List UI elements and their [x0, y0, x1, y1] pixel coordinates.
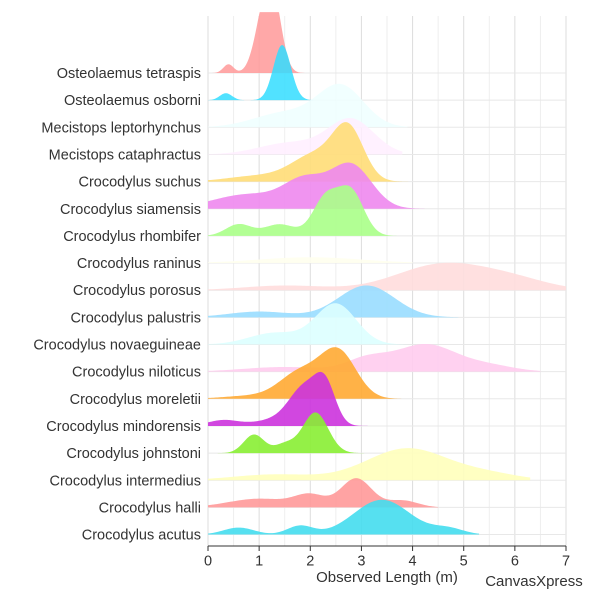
y-tick-label: Crocodylus palustris — [70, 310, 201, 326]
y-tick-label: Crocodylus suchus — [79, 175, 202, 191]
ridge-crocodylus-novaeguineae — [208, 303, 408, 345]
x-tick-label: 3 — [357, 554, 365, 570]
ridge-osteolaemus-osborni — [208, 45, 321, 101]
y-tick-label: Mecistops leptorhynchus — [41, 120, 201, 136]
watermark-text: CanvasXpress — [485, 573, 583, 590]
ridge-mecistops-leptorhynchus — [208, 83, 408, 128]
ridge-osteolaemus-tetraspis — [208, 12, 308, 74]
y-tick-label: Crocodylus mindorensis — [46, 419, 201, 435]
y-tick-label: Crocodylus intermedius — [49, 473, 201, 489]
y-tick-label: Osteolaemus osborni — [64, 93, 201, 109]
ridge-crocodylus-moreletii — [208, 347, 421, 399]
ridge-crocodylus-raninus — [208, 257, 413, 264]
y-tick-label: Crocodylus niloticus — [72, 365, 201, 381]
x-tick-label: 5 — [460, 554, 468, 570]
y-tick-label: Crocodylus johnstoni — [66, 446, 201, 462]
ridge-crocodylus-halli — [208, 478, 439, 508]
y-tick-label: Crocodylus rhombifer — [63, 229, 201, 245]
x-tick-label: 1 — [255, 554, 263, 570]
ridge-crocodylus-rhombifer — [208, 185, 413, 236]
ridge-crocodylus-suchus — [208, 122, 413, 182]
ridge-crocodylus-acutus — [208, 499, 480, 535]
y-tick-label: Crocodylus acutus — [82, 528, 201, 544]
x-tick-label: 0 — [204, 554, 212, 570]
ridge-crocodylus-porosus — [208, 262, 566, 291]
ridge-crocodylus-siamensis — [208, 162, 428, 209]
x-axis: 0 1 2 3 4 5 6 7 — [204, 545, 570, 570]
y-tick-label: Crocodylus moreletii — [70, 392, 201, 408]
y-tick-label: Osteolaemus tetraspis — [57, 66, 201, 82]
y-tick-label: Crocodylus halli — [99, 500, 201, 516]
x-tick-label: 4 — [409, 554, 417, 570]
y-tick-label: Crocodylus siamensis — [60, 202, 201, 218]
y-tick-label: Crocodylus porosus — [73, 283, 201, 299]
ridge-crocodylus-niloticus — [208, 343, 541, 372]
ridge-crocodylus-palustris — [208, 285, 459, 318]
x-tick-label: 6 — [511, 554, 519, 570]
ridge-crocodylus-johnstoni — [208, 412, 393, 454]
y-tick-label: Crocodylus raninus — [77, 256, 201, 272]
y-axis-labels: Osteolaemus tetraspis Osteolaemus osborni… — [33, 66, 201, 544]
x-tick-label: 7 — [562, 554, 570, 570]
ridges — [208, 12, 566, 535]
y-tick-label: Mecistops cataphractus — [49, 147, 201, 163]
x-axis-title: Observed Length (m) — [316, 569, 458, 586]
y-tick-label: Crocodylus novaeguineae — [33, 338, 201, 354]
ridge-crocodylus-mindorensis — [208, 371, 370, 426]
ridge-crocodylus-intermedius — [208, 448, 531, 481]
x-tick-label: 2 — [306, 554, 314, 570]
